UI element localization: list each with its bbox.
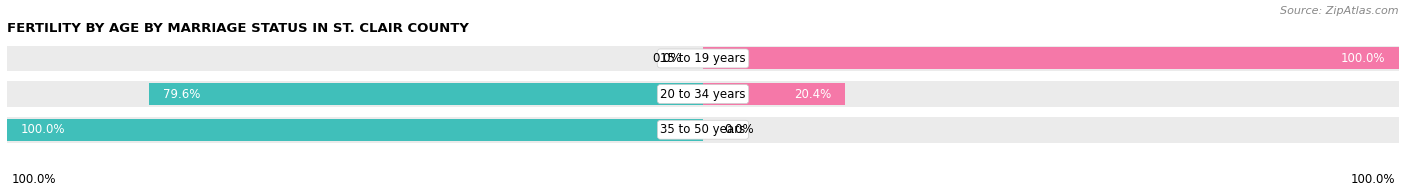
Text: 100.0%: 100.0% [11, 173, 56, 186]
Bar [149, 83, 703, 105]
Text: 0.0%: 0.0% [652, 52, 682, 65]
Text: 100.0%: 100.0% [21, 123, 66, 136]
Text: Source: ZipAtlas.com: Source: ZipAtlas.com [1281, 6, 1399, 16]
Bar [7, 46, 1399, 71]
Text: 0.0%: 0.0% [724, 123, 754, 136]
Text: 100.0%: 100.0% [1350, 173, 1395, 186]
Text: 15 to 19 years: 15 to 19 years [661, 52, 745, 65]
Text: 20.4%: 20.4% [794, 88, 831, 101]
Bar [7, 117, 1399, 142]
Text: 100.0%: 100.0% [1340, 52, 1385, 65]
Bar [7, 119, 703, 141]
Text: 20 to 34 years: 20 to 34 years [661, 88, 745, 101]
Bar [703, 83, 845, 105]
Text: 79.6%: 79.6% [163, 88, 200, 101]
Bar [703, 47, 1399, 70]
Text: 35 to 50 years: 35 to 50 years [661, 123, 745, 136]
Text: FERTILITY BY AGE BY MARRIAGE STATUS IN ST. CLAIR COUNTY: FERTILITY BY AGE BY MARRIAGE STATUS IN S… [7, 22, 470, 35]
Bar [7, 81, 1399, 107]
